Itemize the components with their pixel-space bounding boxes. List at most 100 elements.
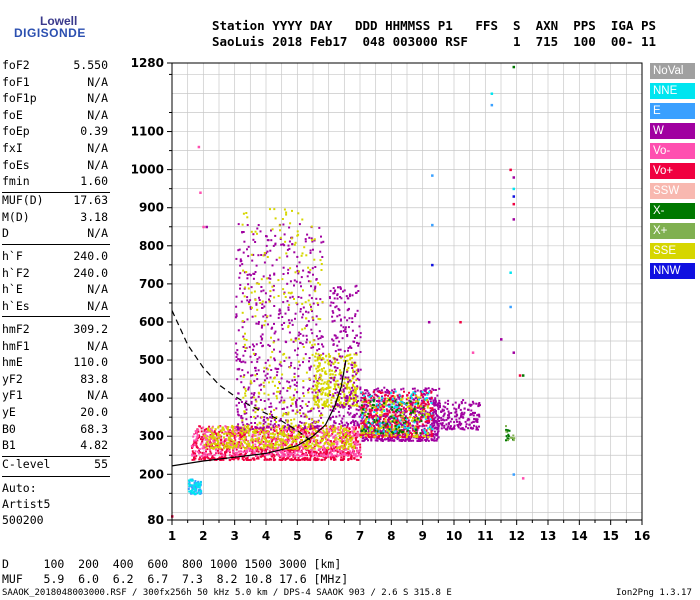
echo-point [379, 425, 382, 428]
echo-point [385, 400, 388, 403]
echo-point [307, 280, 310, 283]
echo-point [356, 424, 359, 427]
echo-point [367, 435, 370, 438]
param-value: 240.0 [73, 249, 108, 263]
echo-point [394, 390, 397, 393]
echo-point [314, 355, 317, 358]
echo-point [315, 335, 318, 338]
echo-point [327, 447, 330, 449]
echo-point [364, 438, 366, 441]
echo-point [317, 399, 320, 402]
echo-point [336, 394, 339, 397]
echo-point [288, 439, 291, 442]
echo-point [337, 438, 340, 441]
echo-point [321, 407, 324, 410]
echo-point [418, 397, 421, 400]
echo-point [350, 390, 353, 393]
echo-point [316, 458, 319, 461]
echo-point [236, 410, 239, 413]
echo-point [355, 364, 358, 367]
echo-point [219, 447, 222, 450]
echo-point [351, 374, 354, 377]
echo-point [243, 436, 246, 439]
echo-point [242, 354, 245, 357]
echo-point [360, 396, 363, 399]
echo-point [346, 395, 349, 398]
echo-point [264, 292, 267, 295]
echo-point [328, 355, 331, 358]
echo-point [433, 430, 436, 433]
echo-point [334, 306, 337, 309]
echo-point [246, 440, 249, 443]
echo-point [293, 284, 295, 287]
echo-point [251, 306, 253, 309]
echo-point [211, 456, 213, 459]
echo-point [302, 361, 304, 364]
echo-point [333, 457, 335, 460]
echo-point [198, 448, 201, 450]
echo-point [282, 412, 285, 415]
echo-point [297, 454, 300, 457]
echo-point [339, 452, 342, 454]
echo-point [294, 412, 297, 415]
echo-point [256, 446, 259, 449]
echo-point [279, 236, 282, 239]
echo-point [429, 410, 432, 412]
echo-point [266, 315, 269, 318]
echo-point [266, 447, 269, 450]
echo-point [232, 458, 235, 461]
echo-point [291, 295, 294, 298]
echo-point [317, 404, 320, 407]
echo-point [243, 374, 246, 377]
echo-point [386, 410, 389, 413]
echo-point [274, 433, 277, 436]
echo-point [339, 355, 341, 358]
echo-point [437, 416, 440, 419]
echo-point [422, 432, 425, 435]
echo-point [311, 344, 314, 347]
param-name: B0 [2, 421, 16, 436]
echo-point [348, 379, 351, 382]
echo-point [412, 392, 415, 395]
echo-point [328, 392, 330, 395]
echo-point [461, 416, 464, 419]
echo-point [347, 451, 350, 454]
echo-point [243, 450, 246, 453]
echo-point [358, 426, 361, 429]
echo-point [467, 427, 470, 430]
echo-point [280, 442, 283, 445]
echo-point [437, 430, 440, 433]
echo-point [258, 444, 260, 447]
echo-point [285, 443, 288, 446]
echo-point [352, 441, 355, 444]
echo-point [254, 354, 257, 356]
echo-point [338, 450, 341, 453]
echo-point [249, 416, 252, 418]
echo-point [353, 416, 356, 419]
echo-point [297, 437, 300, 439]
echo-point [191, 458, 194, 461]
echo-point [316, 356, 319, 359]
echo-point [245, 271, 248, 273]
echo-point [220, 456, 222, 459]
echo-point [423, 415, 426, 418]
echo-point [388, 425, 391, 428]
echo-point [254, 417, 257, 420]
echo-point [302, 346, 305, 348]
echo-point [353, 430, 356, 433]
echo-point [316, 359, 319, 362]
echo-point [360, 404, 363, 407]
echo-point [247, 388, 250, 391]
echo-point [406, 429, 409, 432]
echo-point [320, 354, 323, 357]
echo-point [321, 301, 324, 304]
echo-point [257, 321, 260, 323]
echo-point [470, 427, 472, 430]
echo-point [361, 434, 364, 437]
echo-point [313, 364, 316, 367]
echo-point [343, 429, 346, 432]
echo-point [241, 311, 244, 314]
echo-point [329, 393, 332, 396]
echo-point [341, 405, 344, 408]
echo-point [325, 382, 328, 385]
